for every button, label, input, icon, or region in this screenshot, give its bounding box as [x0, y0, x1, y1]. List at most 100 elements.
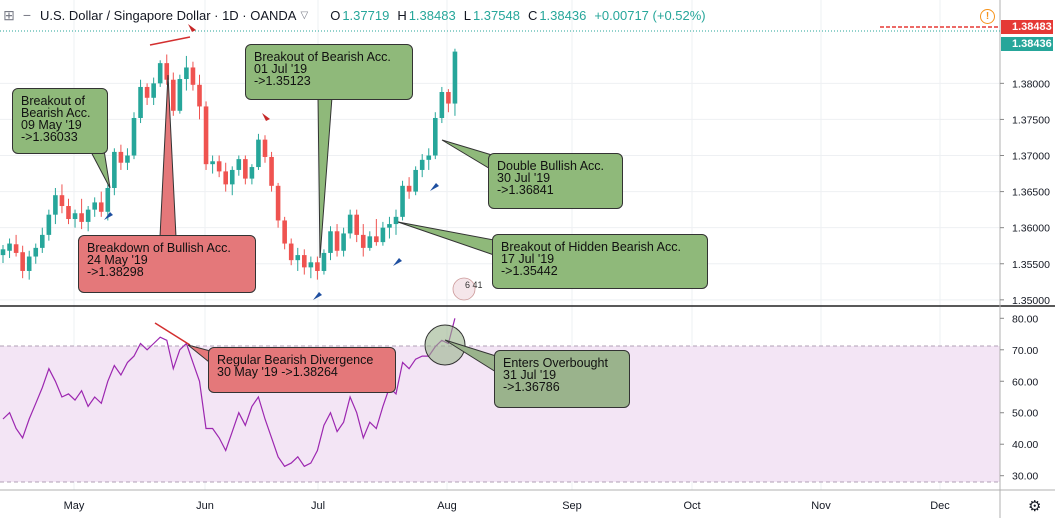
- candle-body: [308, 262, 314, 268]
- callout-line: 01 Jul '19: [254, 62, 308, 76]
- candle-body: [269, 156, 274, 186]
- callout-line: Breakout of Bearish Acc.: [254, 50, 391, 64]
- callout-line: Bearish Acc.: [21, 106, 91, 120]
- callout-line: 09 May '19: [21, 118, 82, 132]
- candle-body: [203, 106, 209, 165]
- alert-icon[interactable]: !: [980, 9, 995, 24]
- rocket-icon: [104, 212, 113, 220]
- callout-line: Breakout of Hidden Bearish Acc.: [501, 240, 681, 254]
- candle-body: [98, 202, 104, 212]
- candle-body: [400, 185, 405, 217]
- candle-body: [354, 214, 359, 235]
- callout-line: ->1.36841: [497, 183, 554, 197]
- candle-body: [92, 202, 97, 210]
- symbol-title[interactable]: U.S. Dollar / Singapore Dollar · 1D · OA…: [40, 7, 297, 23]
- rsi-tick-label: 50.00: [1012, 408, 1038, 420]
- time-tick-label: Aug: [437, 500, 457, 512]
- candle-body: [33, 247, 39, 257]
- candle-body: [59, 195, 65, 207]
- time-tick-label: Jul: [311, 500, 325, 512]
- candle-body: [452, 51, 458, 104]
- indicator-badge-icon: [452, 277, 476, 301]
- candle-body: [380, 227, 386, 243]
- candle-body: [79, 213, 84, 222]
- callout-a3: Breakout of Bearish Acc. 01 Jul '19 ->1.…: [245, 44, 413, 100]
- candle-body: [184, 67, 189, 80]
- candle-body: [66, 206, 71, 220]
- callout-line: Breakdown of Bullish Acc.: [87, 241, 231, 255]
- high-price-tag: 1.38483: [1001, 20, 1053, 34]
- candle-body: [7, 243, 12, 251]
- candle-body: [131, 117, 137, 156]
- candle-body: [171, 79, 176, 111]
- price-tick-label: 1.36500: [1012, 187, 1050, 199]
- crosshair-icon[interactable]: ⊞: [3, 6, 15, 23]
- rsi-tick-label: 40.00: [1012, 439, 1038, 451]
- price-tick-label: 1.37000: [1012, 151, 1050, 163]
- candle-body: [46, 214, 52, 235]
- time-tick-label: Oct: [683, 500, 700, 512]
- rocket-down-icon: [188, 24, 196, 32]
- candle-body: [177, 79, 183, 111]
- rocket-down-icon: [262, 113, 270, 121]
- callout-a7: Enters Overbought 31 Jul '19 ->1.36786: [494, 350, 630, 408]
- candle-body: [433, 117, 438, 156]
- price-tick-label: 1.36000: [1012, 223, 1050, 235]
- callout-pointer-a5: [397, 221, 495, 256]
- callout-a5: Breakout of Hidden Bearish Acc. 17 Jul '…: [492, 234, 708, 289]
- candle-body: [256, 139, 261, 168]
- candle-body: [197, 84, 202, 107]
- candle-body: [387, 224, 392, 228]
- callout-line: ->1.35442: [501, 264, 558, 278]
- candle-body: [243, 159, 248, 179]
- candle-body: [406, 185, 412, 192]
- candle-body: [321, 252, 327, 271]
- candles-series: [0, 48, 458, 280]
- time-tick-label: Dec: [930, 500, 950, 512]
- minimize-icon[interactable]: −: [22, 7, 32, 23]
- price-axis: 1.38000 1.37500 1.37000 1.36500 1.36000 1.355…: [1000, 78, 1050, 307]
- candle-body: [419, 159, 425, 170]
- candle-body: [347, 214, 353, 234]
- change-value: +0.00717 (+0.52%): [594, 7, 706, 23]
- candle-body: [328, 231, 333, 253]
- time-tick-label: Jun: [196, 500, 214, 512]
- candle-body: [20, 252, 25, 271]
- candle-body: [367, 236, 373, 248]
- rsi-line: [2, 318, 456, 468]
- candle-body: [72, 213, 78, 220]
- close-label: C: [527, 7, 538, 23]
- candle-body: [295, 255, 301, 261]
- candle-body: [190, 67, 196, 85]
- callout-line: 30 Jul '19: [497, 171, 551, 185]
- candle-body: [341, 233, 346, 251]
- candle-body: [393, 216, 399, 225]
- rocket-icon: [313, 292, 322, 300]
- candle-body: [210, 161, 215, 165]
- candle-body: [105, 187, 111, 212]
- candle-body: [315, 262, 320, 271]
- open-label: O: [330, 7, 341, 23]
- chart-header: ⊞ − U.S. Dollar / Singapore Dollar · 1D …: [0, 0, 1000, 30]
- high-value: 1.38483: [408, 7, 456, 23]
- rsi-axis: 80.00 70.00 60.00 50.00 40.00 30.00: [1000, 313, 1038, 483]
- candle-body: [13, 244, 19, 253]
- candle-body: [236, 159, 242, 170]
- candle-body: [85, 209, 91, 222]
- callout-line: Breakout of: [21, 94, 85, 108]
- candle-body: [144, 86, 150, 98]
- candle-body: [157, 63, 163, 84]
- gear-icon[interactable]: ⚙: [1028, 498, 1042, 515]
- chevron-down-icon[interactable]: ▽: [300, 9, 309, 21]
- callout-line: Enters Overbought: [503, 356, 608, 370]
- callout-line: ->1.38298: [87, 265, 144, 279]
- candle-body: [223, 171, 228, 185]
- candle-body: [138, 86, 143, 118]
- candle-body: [262, 139, 268, 157]
- candle-body: [302, 255, 307, 268]
- time-tick-label: Sep: [562, 500, 582, 512]
- candle-body: [229, 169, 235, 185]
- rocket-icon: [430, 183, 439, 191]
- callout-a6: Regular Bearish Divergence 30 May '19 ->…: [208, 347, 396, 393]
- candle-body: [249, 167, 255, 179]
